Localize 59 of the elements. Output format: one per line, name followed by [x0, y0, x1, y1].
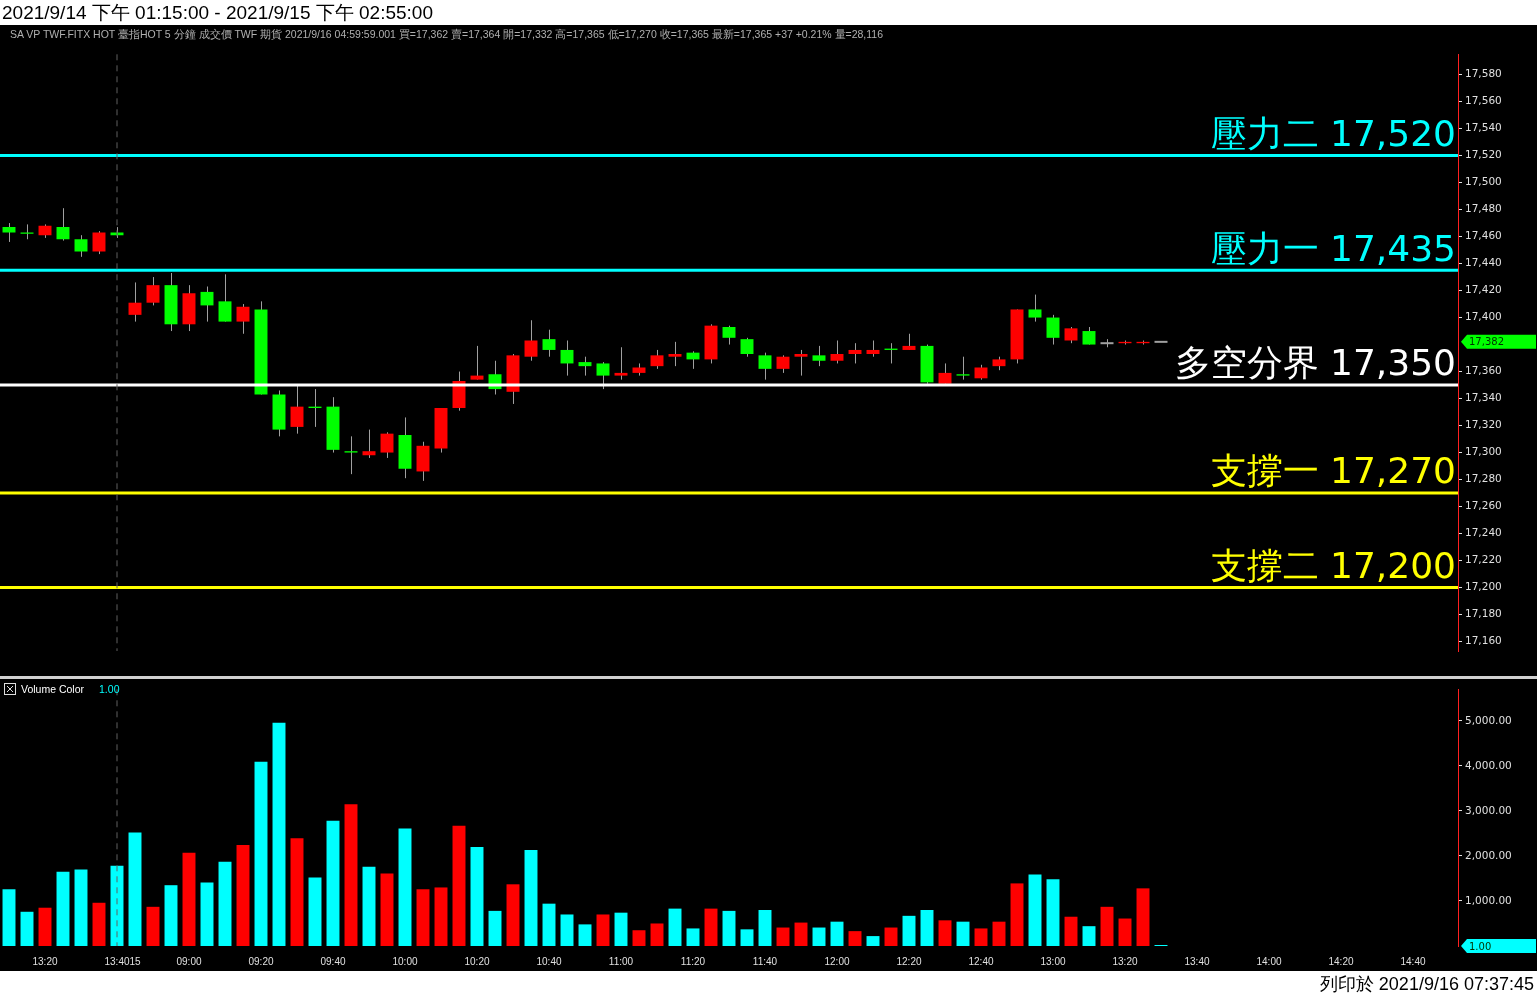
y-tick-label: 5,000.00	[1465, 713, 1512, 726]
x-tick-label: 14:20	[1328, 955, 1354, 967]
x-tick-label: 13:00	[1040, 955, 1066, 967]
chart-subtitle: 1.00	[99, 683, 120, 695]
y-tick-label: 17,580	[1465, 67, 1502, 80]
x-tick-label: 09:40	[320, 955, 346, 967]
x-tick-label: 10:20	[464, 955, 490, 967]
y-tick-label: 17,540	[1465, 121, 1502, 134]
x-tick-label: 10:00	[392, 955, 418, 967]
x-tick-label: 10:40	[536, 955, 562, 967]
y-tick-label: 17,160	[1465, 634, 1502, 647]
y-tick-label: 17,520	[1465, 148, 1502, 161]
y-tick-label: 17,500	[1465, 175, 1502, 188]
x-tick-label: 11:20	[680, 955, 706, 967]
y-tick-label: 17,460	[1465, 229, 1502, 242]
text: 1.00	[1469, 940, 1492, 952]
x-tick-label: 12:20	[896, 955, 922, 967]
x-tick-label: 12:00	[824, 955, 850, 967]
y-tick-label: 17,360	[1465, 364, 1502, 377]
ref-line-label: 壓力二 17,520	[1210, 112, 1456, 154]
x-tick-label: 14:40	[1400, 955, 1426, 967]
y-tick-label: 17,180	[1465, 607, 1502, 620]
y-tick-label: 17,400	[1465, 310, 1502, 323]
x-tick-label: 13:20	[1112, 955, 1138, 967]
chart-title: Volume Color	[21, 683, 85, 695]
ref-line-label: 多空分界 17,350	[1174, 342, 1456, 384]
y-tick-label: 17,260	[1465, 499, 1502, 512]
x-tick-label: 09:00	[176, 955, 202, 967]
ref-line-label: 支撐一 17,270	[1210, 450, 1456, 492]
x-tick-label: 12:40	[968, 955, 994, 967]
y-tick-label: 17,440	[1465, 256, 1502, 269]
text: 17,382	[1469, 336, 1504, 348]
ref-line-label: 支撐二 17,200	[1210, 544, 1456, 586]
y-tick-label: 4,000.00	[1465, 758, 1512, 771]
x-tick-label: 13:40	[104, 955, 130, 967]
y-tick-label: 2,000.00	[1465, 848, 1512, 861]
x-tick-label: 13:40	[1184, 955, 1210, 967]
chart-subtitle: SA VP TWF.FITX HOT 臺指HOT 5 分鐘 成交價 TWF 期貨 2021/9/16 04:59:59.001 買=17,362 賣=17,364 開=17,332 高=17,365 低=17,270 收=17,365 最新=17,365 +37 +0.21% 量=28,116	[10, 28, 884, 42]
y-tick-label: 17,280	[1465, 472, 1502, 485]
y-tick-label: 17,320	[1465, 418, 1502, 431]
y-tick-label: 3,000.00	[1465, 803, 1512, 816]
y-tick-label: 17,240	[1465, 526, 1502, 539]
y-tick-label: 17,420	[1465, 283, 1502, 296]
y-tick-label: 17,300	[1465, 445, 1502, 458]
x-tick-label: 11:00	[608, 955, 634, 967]
chart-title: 2021/9/14 下午 01:15:00 - 2021/9/15 下午 02:55:00	[0, 0, 1537, 25]
x-tick-label: 15	[129, 955, 141, 967]
y-tick-label: 17,560	[1465, 94, 1502, 107]
x-tick-label: 09:20	[248, 955, 274, 967]
text: 列印於 2021/9/16 07:37:45	[1319, 974, 1534, 994]
x-tick-label: 13:20	[32, 955, 58, 967]
y-tick-label: 17,340	[1465, 391, 1502, 404]
y-tick-label: 17,200	[1465, 580, 1502, 593]
ref-line-label: 壓力一 17,435	[1210, 227, 1456, 269]
x-tick-label: 14:00	[1256, 955, 1282, 967]
x-tick-label: 11:40	[752, 955, 778, 967]
y-tick-label: 1,000.00	[1465, 893, 1512, 906]
y-tick-label: 17,480	[1465, 202, 1502, 215]
y-tick-label: 17,220	[1465, 553, 1502, 566]
